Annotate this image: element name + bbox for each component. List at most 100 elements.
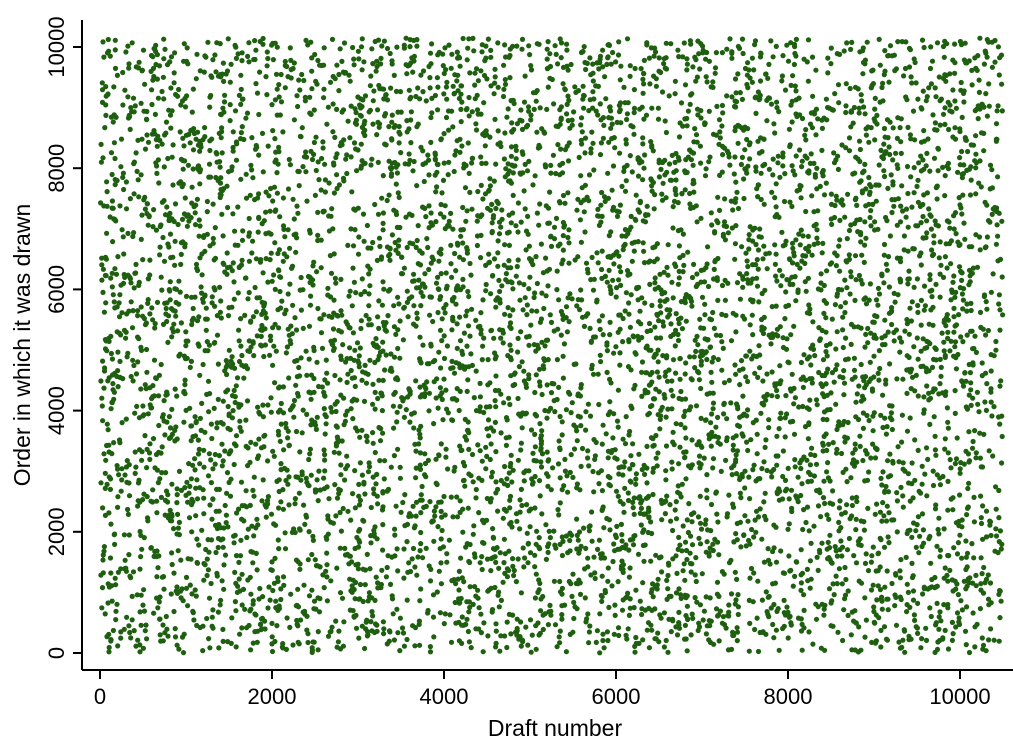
data-point: [189, 184, 195, 190]
data-point: [843, 466, 849, 472]
data-point: [149, 87, 155, 93]
data-point: [309, 86, 315, 92]
data-point: [444, 96, 450, 102]
data-point: [232, 228, 238, 234]
data-point: [370, 121, 376, 127]
data-point: [117, 358, 123, 364]
data-point: [626, 574, 633, 580]
data-point: [945, 646, 952, 652]
data-point: [417, 435, 423, 441]
data-point: [189, 529, 195, 535]
data-point: [894, 376, 900, 382]
data-point: [863, 203, 869, 209]
data-point: [719, 50, 726, 56]
data-point: [230, 211, 236, 217]
data-point: [936, 255, 942, 261]
data-point: [638, 500, 644, 506]
data-point: [389, 58, 395, 64]
data-point: [728, 338, 735, 344]
data-point: [257, 259, 263, 265]
data-point: [519, 502, 525, 509]
data-point: [466, 446, 472, 452]
data-point: [198, 284, 204, 290]
data-point: [145, 222, 151, 228]
data-point: [710, 400, 717, 406]
data-point: [218, 597, 224, 603]
data-point: [622, 441, 629, 447]
data-point: [446, 127, 452, 133]
data-point: [591, 554, 597, 560]
data-point: [144, 369, 150, 375]
data-point: [404, 299, 410, 305]
data-point: [380, 339, 386, 345]
data-point: [441, 70, 447, 77]
data-point: [307, 446, 313, 452]
data-point: [222, 552, 229, 558]
data-point: [862, 595, 868, 601]
data-point: [618, 521, 625, 528]
data-point: [708, 369, 714, 375]
data-point: [336, 182, 342, 188]
data-point: [883, 381, 889, 387]
data-point: [108, 406, 114, 412]
data-point: [981, 148, 987, 154]
data-point: [587, 325, 593, 331]
data-point: [551, 101, 557, 107]
data-point: [997, 421, 1003, 427]
data-point: [340, 342, 346, 348]
data-point: [163, 119, 170, 125]
data-point: [271, 580, 277, 586]
data-point: [789, 240, 796, 246]
data-point: [784, 42, 790, 48]
data-point: [988, 386, 994, 392]
data-point: [499, 207, 505, 213]
data-point: [141, 608, 148, 614]
data-point: [852, 253, 859, 259]
data-point: [915, 309, 921, 315]
data-point: [280, 384, 286, 390]
data-point: [277, 438, 283, 444]
data-point: [134, 168, 140, 174]
data-point: [823, 180, 829, 186]
data-point: [709, 359, 715, 365]
data-point: [230, 129, 236, 135]
data-point: [231, 387, 237, 394]
data-point: [321, 45, 327, 51]
data-point: [388, 365, 394, 371]
data-point: [580, 48, 586, 55]
data-point: [989, 64, 996, 70]
data-point: [574, 207, 580, 213]
data-point: [322, 189, 328, 195]
data-point: [518, 486, 525, 492]
data-point: [837, 374, 843, 380]
data-point: [750, 238, 756, 244]
data-point: [550, 465, 556, 471]
data-point: [905, 589, 912, 596]
data-point: [351, 62, 357, 68]
data-point: [446, 223, 452, 229]
data-point: [252, 38, 258, 44]
data-point: [112, 266, 118, 272]
data-point: [163, 311, 169, 317]
data-point: [464, 106, 470, 112]
data-point: [710, 79, 716, 85]
data-point: [260, 414, 266, 420]
data-point: [962, 236, 968, 242]
data-point: [477, 380, 483, 386]
data-point: [563, 649, 570, 655]
data-point: [145, 518, 151, 524]
data-point: [783, 346, 790, 352]
data-point: [438, 441, 444, 447]
data-point: [663, 414, 669, 420]
data-point: [253, 47, 259, 53]
data-point: [583, 545, 589, 552]
data-point: [852, 647, 858, 653]
data-point: [881, 173, 888, 180]
data-point: [427, 499, 433, 505]
data-point: [872, 106, 878, 112]
data-point: [357, 526, 363, 533]
data-point: [790, 583, 796, 589]
data-point: [465, 140, 471, 146]
data-point: [510, 286, 516, 292]
